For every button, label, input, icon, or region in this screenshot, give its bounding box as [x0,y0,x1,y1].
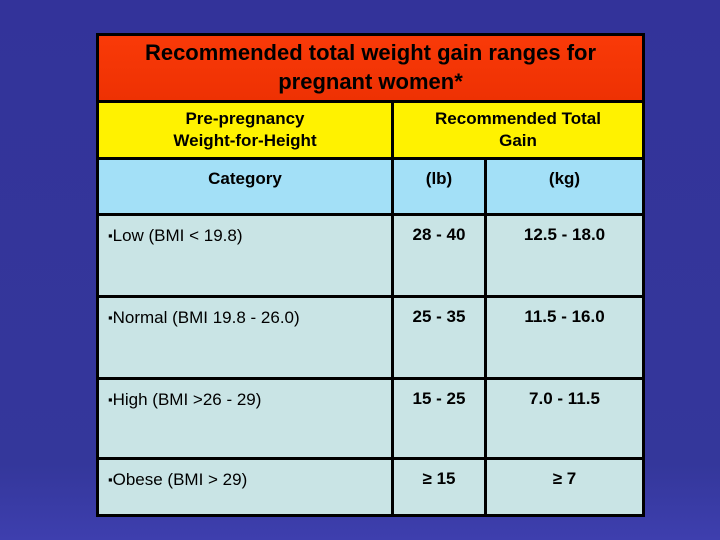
table-row-low-lb: 28 - 40 [394,216,484,295]
slide-title: Recommended total weight gain ranges for… [144,40,597,94]
title-banner: Recommended total weight gain ranges for… [99,36,642,100]
table-row-normal-lb: 25 - 35 [394,298,484,377]
table-row-high-lb: 15 - 25 [394,380,484,457]
square-bullet-icon: ▪ [108,392,113,407]
table-row-normal-label: ▪Normal (BMI 19.8 - 26.0) [99,298,391,377]
square-bullet-icon: ▪ [108,228,113,243]
table-row-normal-kg: 11.5 - 16.0 [487,298,642,377]
table-row-obese-kg: ≥ 7 [487,460,642,514]
header-pre-pregnancy: Pre-pregnancy Weight-for-Height [99,103,391,157]
subheader-lb: (lb) [394,160,484,213]
header-recommended-gain-label: Recommended Total Gain [435,108,601,150]
table-row-obese-lb: ≥ 15 [394,460,484,514]
subheader-kg: (kg) [487,160,642,213]
table-row-high-label: ▪High (BMI >26 - 29) [99,380,391,457]
table-row-obese-label: ▪Obese (BMI > 29) [99,460,391,514]
weight-gain-table: Recommended total weight gain ranges for… [96,33,645,517]
header-recommended-gain: Recommended Total Gain [394,103,642,157]
row-label: High (BMI >26 - 29) [112,390,262,409]
table-row-low-label: ▪Low (BMI < 19.8) [99,216,391,295]
row-label: Normal (BMI 19.8 - 26.0) [112,308,300,327]
row-label: Low (BMI < 19.8) [112,226,243,245]
header-pre-pregnancy-label: Pre-pregnancy Weight-for-Height [173,108,317,150]
subheader-category: Category [99,160,391,213]
table-row-high-kg: 7.0 - 11.5 [487,380,642,457]
table-row-low-kg: 12.5 - 18.0 [487,216,642,295]
square-bullet-icon: ▪ [108,472,113,487]
square-bullet-icon: ▪ [108,310,113,325]
row-label: Obese (BMI > 29) [112,470,248,489]
